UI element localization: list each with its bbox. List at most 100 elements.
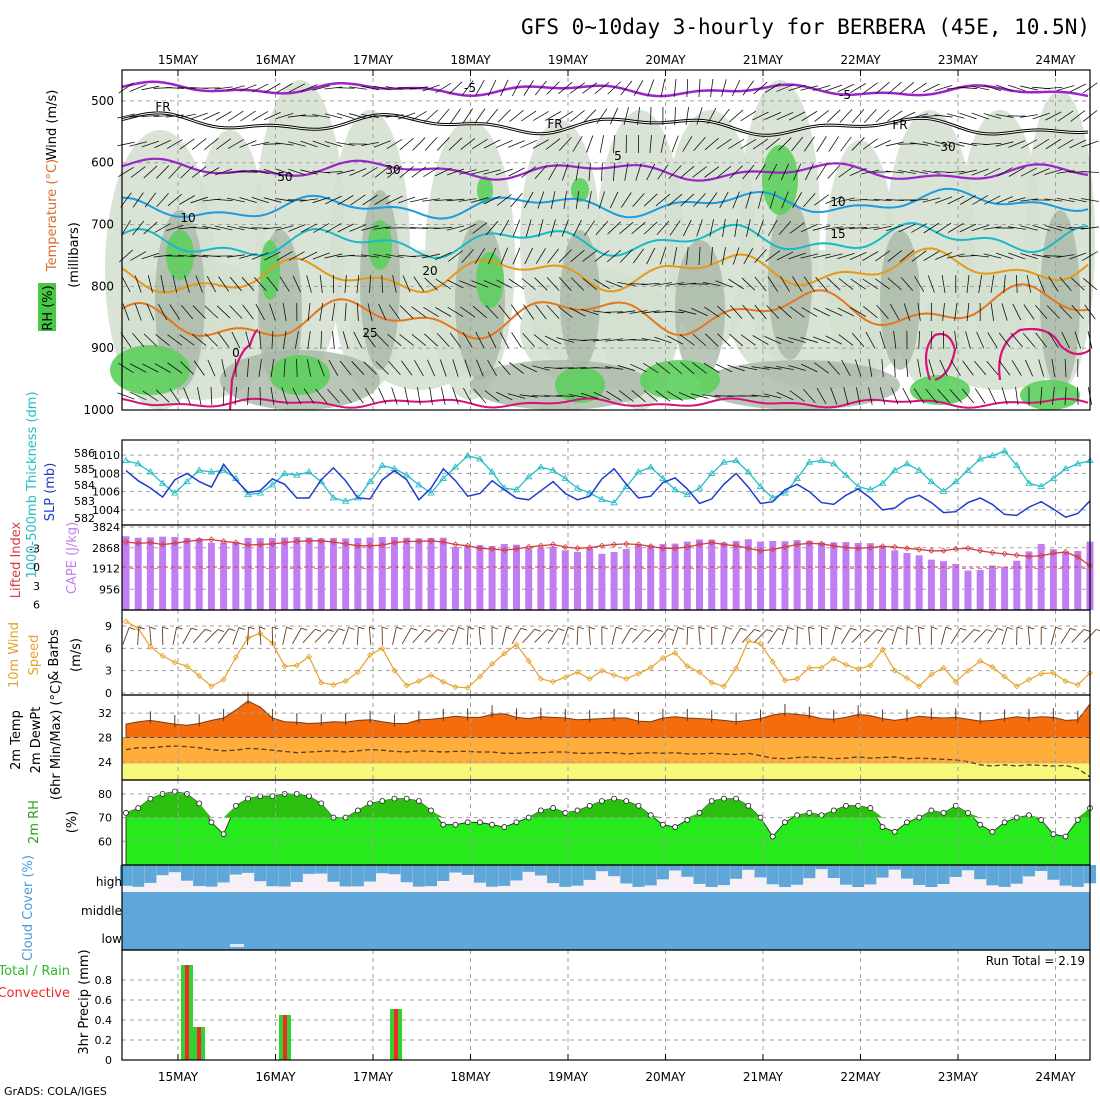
wind-barb bbox=[169, 304, 181, 320]
lifted-index-point bbox=[208, 536, 215, 543]
wind-barb bbox=[160, 275, 165, 293]
cape-bar bbox=[293, 537, 301, 610]
cloud-high-bar bbox=[656, 865, 669, 880]
wind-barb bbox=[667, 193, 683, 207]
wind-barb bbox=[495, 391, 513, 401]
wind-barb bbox=[1020, 198, 1038, 202]
wind-barb bbox=[849, 252, 867, 260]
wind-speed-point bbox=[281, 663, 288, 670]
temp-tick-label: 24 bbox=[98, 756, 112, 769]
surface-wind-barb-flag bbox=[327, 629, 334, 633]
contour-label: FR bbox=[155, 100, 170, 114]
rh2m-point bbox=[208, 819, 215, 826]
wind-barb bbox=[155, 334, 170, 346]
wind-speed-point bbox=[1001, 673, 1008, 680]
wind-barb bbox=[594, 82, 610, 94]
wind-barb bbox=[898, 111, 916, 121]
wind-speed-point bbox=[647, 664, 654, 671]
millibars-label: (millibars) bbox=[67, 222, 82, 288]
wind-barb bbox=[349, 168, 367, 176]
wind-barb bbox=[629, 310, 648, 314]
wind-barb bbox=[361, 85, 379, 91]
wind-speed-point bbox=[525, 657, 532, 665]
wind-barb bbox=[686, 78, 689, 98]
thickness-point bbox=[512, 485, 521, 493]
wind-barb bbox=[923, 222, 940, 234]
wind-barb bbox=[767, 219, 778, 237]
rh-high bbox=[110, 345, 190, 395]
wind-barb bbox=[928, 359, 935, 377]
wind-speed-point bbox=[440, 678, 447, 685]
wind-barb bbox=[752, 335, 769, 345]
contour-10 bbox=[121, 187, 1089, 220]
wind-barb bbox=[281, 387, 288, 405]
lifted-index-point bbox=[598, 542, 605, 549]
wind-speed-point bbox=[354, 669, 361, 676]
wind-barb bbox=[374, 195, 391, 205]
wind-speed-point bbox=[501, 650, 508, 657]
wind-barb bbox=[307, 331, 311, 349]
wind-barb bbox=[814, 194, 830, 206]
wind-barb bbox=[741, 277, 756, 291]
surface-wind-barb bbox=[851, 629, 865, 643]
wind-barb bbox=[294, 331, 299, 349]
cape-bar bbox=[439, 537, 447, 610]
wind-barb bbox=[592, 338, 611, 342]
thickness-point bbox=[829, 459, 838, 467]
wind-barb bbox=[680, 165, 695, 179]
wind-barb bbox=[190, 196, 208, 204]
wind-barb bbox=[789, 222, 805, 234]
wind-barb bbox=[348, 255, 367, 257]
wind-speed-point bbox=[208, 683, 215, 690]
wind-barb bbox=[641, 282, 660, 286]
wind-barb bbox=[300, 223, 318, 233]
surface-wind-barb-flag bbox=[1055, 626, 1062, 630]
wind-barb bbox=[934, 85, 953, 91]
cape-bar bbox=[708, 539, 716, 610]
wind-barb bbox=[129, 391, 147, 401]
cloud-high-bar bbox=[754, 865, 767, 878]
wind-barb bbox=[562, 163, 569, 181]
wind-speed-point bbox=[879, 646, 886, 653]
wind-barb bbox=[721, 79, 727, 97]
wind-barb bbox=[939, 359, 948, 377]
thickness-point bbox=[781, 489, 789, 496]
wind-barb bbox=[788, 337, 806, 343]
wind-barb bbox=[995, 84, 1014, 92]
cloud-high-bar bbox=[278, 865, 291, 887]
wind-barb bbox=[800, 337, 819, 343]
cape-label: CAPE (J/kg) bbox=[65, 522, 80, 594]
surface-wind-barb-flag bbox=[907, 626, 914, 630]
wind-barb bbox=[509, 109, 524, 123]
surface-wind-barb bbox=[356, 626, 359, 646]
wind-barb bbox=[717, 305, 731, 319]
pressure-tick-label: 800 bbox=[91, 279, 114, 293]
wind-barb bbox=[752, 138, 769, 150]
wind-barb bbox=[315, 388, 328, 404]
wind-barb bbox=[683, 219, 692, 237]
rh-shading-dark bbox=[768, 200, 812, 360]
wind-barb bbox=[459, 280, 477, 288]
thickness-point bbox=[341, 497, 350, 504]
wind-barb bbox=[550, 191, 556, 209]
wind-barb bbox=[996, 167, 1013, 177]
wind-barb bbox=[849, 167, 867, 177]
surface-wind-barb bbox=[342, 627, 350, 645]
rh-high bbox=[571, 178, 589, 202]
wind-barb bbox=[704, 166, 720, 178]
thickness-point bbox=[329, 494, 338, 501]
surface-wind-barb-flag bbox=[945, 626, 952, 630]
wind-barb bbox=[623, 107, 629, 125]
wind-barb bbox=[922, 197, 941, 203]
wind-barb bbox=[754, 304, 767, 320]
wind-barb bbox=[472, 222, 488, 234]
wind-barb bbox=[1024, 359, 1034, 377]
wind-barb bbox=[184, 275, 190, 293]
surface-wind-barb-flag bbox=[1070, 627, 1077, 631]
wind-barb bbox=[1059, 305, 1073, 319]
wind-barb bbox=[837, 197, 855, 203]
cloud-level-label: high bbox=[96, 875, 122, 889]
wind-barb bbox=[435, 82, 452, 94]
lifted-index-point bbox=[122, 538, 130, 546]
contour-15 bbox=[121, 222, 1089, 259]
